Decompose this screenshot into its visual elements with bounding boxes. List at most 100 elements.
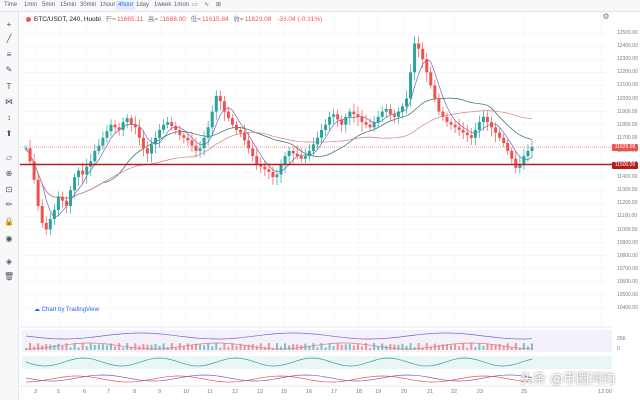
- price-axis-tick: 10500.00: [617, 292, 638, 298]
- fib-retracement-icon[interactable]: ≡: [6, 50, 12, 59]
- candle-body: [421, 48, 425, 60]
- candle-body: [109, 124, 113, 132]
- candle-body: [477, 122, 481, 130]
- timeframe-1min[interactable]: 1min: [24, 2, 38, 8]
- timeframe-1week[interactable]: 1week: [154, 2, 172, 8]
- candle-body: [247, 140, 251, 149]
- volume-bar: [381, 343, 384, 350]
- kdj-line-k: [25, 374, 533, 382]
- price-axis-tick: 12200.00: [617, 69, 638, 76]
- volume-bar: [332, 346, 335, 350]
- candle-body: [396, 111, 400, 117]
- volume-bar: [25, 348, 27, 350]
- candle-body: [405, 98, 409, 107]
- volume-bar: [514, 343, 517, 350]
- volume-bar: [296, 344, 299, 350]
- trend-line-icon[interactable]: ╱: [6, 34, 12, 43]
- timeframe-5min[interactable]: 5min: [42, 2, 56, 8]
- legend-low-value: 11615.84: [201, 16, 229, 23]
- volume-bar: [251, 343, 254, 350]
- volume-bar: [267, 343, 270, 350]
- price-axis-tick: 12100.00: [617, 82, 638, 89]
- price-axis-tick: 12300.00: [617, 56, 638, 63]
- timeframe-4hour[interactable]: 4hour: [116, 1, 136, 10]
- candle-body: [380, 111, 384, 117]
- timeframe-15min[interactable]: 15min: [60, 2, 77, 8]
- candle-body: [89, 161, 93, 167]
- volume-bar: [199, 344, 202, 350]
- candle-body: [449, 122, 453, 125]
- volume-bar: [154, 343, 157, 350]
- timeframe-1mon[interactable]: 1mon: [174, 2, 190, 8]
- candle-body: [218, 95, 222, 102]
- magnet-icon[interactable]: ⊡: [5, 185, 13, 194]
- lock-icon[interactable]: 🔒: [4, 217, 14, 226]
- legend-high-label: 高=: [147, 16, 159, 23]
- settings-gear-icon[interactable]: ⚙: [602, 12, 610, 21]
- candle-body: [315, 137, 319, 145]
- candle-body: [52, 209, 56, 220]
- volume-bar: [247, 344, 250, 350]
- candle-body: [259, 164, 263, 167]
- candle-body: [433, 85, 437, 99]
- candle-body: [267, 169, 271, 172]
- timeframe-1hour[interactable]: 1hour: [100, 2, 116, 8]
- candle-body: [190, 140, 194, 146]
- timeframe-30min[interactable]: 30min: [80, 2, 97, 8]
- arrow-tool-icon[interactable]: ⬆: [5, 129, 13, 138]
- volume-bar: [215, 343, 218, 350]
- tradingview-attribution-link[interactable]: ☁ Chart by TradingView: [34, 306, 99, 313]
- chart-type-icon[interactable]: ▭: [192, 2, 198, 8]
- eye-icon[interactable]: ◉: [5, 234, 13, 243]
- trash-icon[interactable]: 🗑: [4, 272, 15, 281]
- volume-bar: [166, 347, 169, 350]
- indicators-icon[interactable]: ∿: [204, 2, 210, 8]
- candle-body: [158, 129, 162, 138]
- volume-bar: [385, 345, 388, 350]
- candle-body: [364, 122, 368, 125]
- time-axis-tick: 20: [401, 389, 408, 395]
- candle-body: [392, 114, 396, 117]
- legend-change-value: -36.04 (-0.31%): [277, 16, 323, 23]
- volume-bar: [482, 345, 485, 350]
- candle-body: [498, 132, 502, 138]
- candle-body: [384, 108, 388, 112]
- candle-body: [36, 179, 40, 206]
- candle-body: [283, 156, 287, 164]
- timeframe-1day[interactable]: 1day: [136, 2, 150, 8]
- volume-bar: [65, 343, 68, 350]
- zoom-in-icon[interactable]: ⊕: [5, 169, 13, 178]
- oscillator-line: [25, 357, 533, 367]
- indicator-axis-tick: 25K: [617, 336, 626, 342]
- crosshair-icon[interactable]: +: [6, 20, 12, 29]
- candle-body: [198, 148, 202, 151]
- lock-drawing-icon[interactable]: ✏: [5, 200, 13, 209]
- volume-bar: [526, 346, 529, 350]
- text-tool-icon[interactable]: T: [6, 82, 12, 91]
- volume-bar: [417, 343, 420, 350]
- price-axis-tick: 11800.00: [617, 121, 638, 128]
- candle-body: [162, 124, 166, 130]
- volume-bar: [280, 346, 283, 350]
- brush-icon[interactable]: ✎: [5, 65, 13, 74]
- candle-body: [40, 205, 44, 223]
- volume-bar: [235, 345, 238, 350]
- layout-icon[interactable]: ⊞: [216, 2, 222, 8]
- prediction-tool-icon[interactable]: ↕: [7, 113, 11, 122]
- volume-bar: [207, 343, 210, 350]
- time-axis-tick: 7: [107, 389, 111, 395]
- volume-bar: [324, 347, 327, 350]
- volume-bar: [284, 343, 287, 350]
- pattern-tool-icon[interactable]: ⋈: [5, 97, 13, 106]
- ma-medium-line: [25, 97, 533, 199]
- volume-bar: [138, 345, 141, 350]
- layers-icon[interactable]: ◈: [5, 257, 13, 266]
- candle-body: [243, 132, 247, 141]
- ruler-icon[interactable]: ▱: [5, 153, 13, 162]
- volume-bar: [348, 344, 351, 350]
- candle-body: [417, 43, 421, 49]
- volume-bar: [458, 346, 461, 350]
- candle-body: [307, 150, 311, 157]
- volume-bar: [531, 343, 533, 350]
